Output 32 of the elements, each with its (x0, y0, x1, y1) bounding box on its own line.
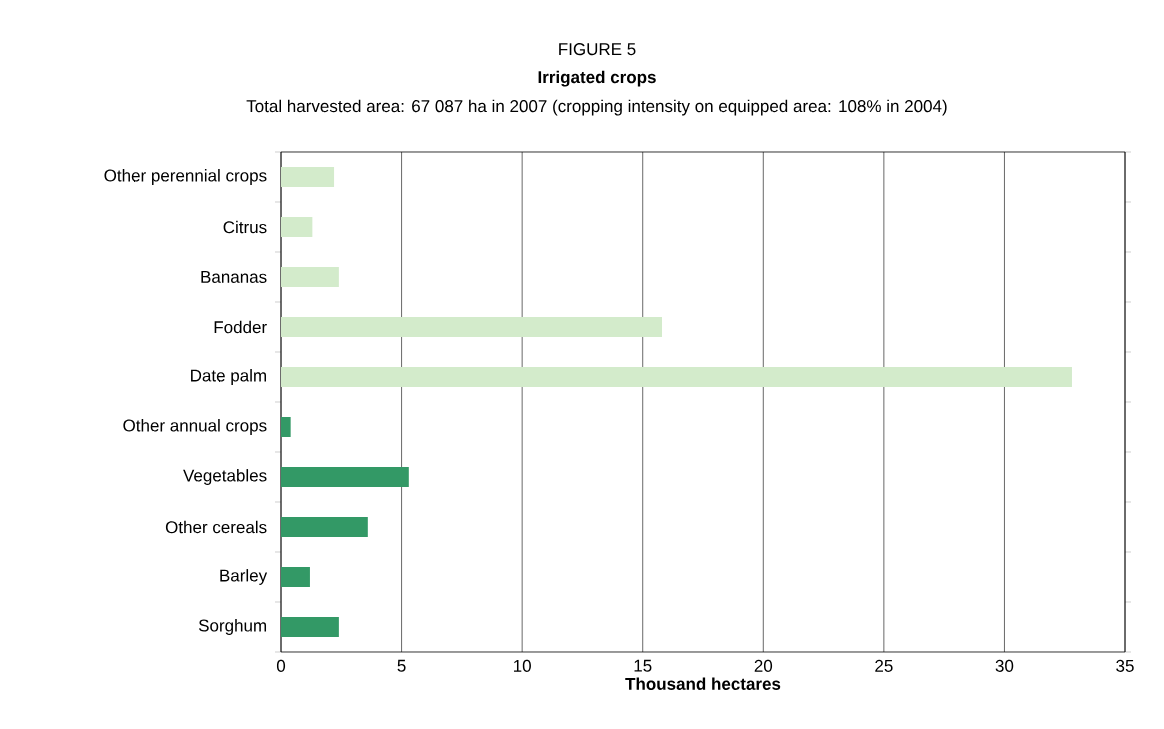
y-tick-label: Barley (220, 569, 268, 585)
bar (281, 366, 1072, 387)
bar (281, 416, 291, 437)
x-tick-label: 10 (513, 659, 531, 672)
bar (281, 166, 335, 187)
x-tick-label: 20 (754, 659, 773, 672)
y-tick-label: Other perennial crops (104, 169, 267, 185)
bar (281, 466, 409, 487)
y-tick-label: Other annual crops (123, 419, 267, 435)
text: Total harvested area: 67 087 ha in 2007 (cropping intensity on equipped area: 108% in 2004) (246, 99, 947, 116)
bar (281, 266, 339, 287)
x-tick-label: 30 (995, 659, 1014, 672)
x-tick-label: 0 (276, 659, 286, 672)
chart-subtitle: Irrigated crops (538, 70, 656, 87)
x-tick-label: 15 (634, 659, 652, 672)
chart-title: FIGURE 5 (559, 43, 636, 56)
y-tick-label: Citrus (223, 220, 267, 234)
x-tick-label: 25 (875, 659, 893, 672)
y-tick-label: Bananas (201, 271, 267, 283)
bar (281, 316, 663, 337)
x-tick-label: 35 (1116, 659, 1134, 672)
x-tick-label: 5 (397, 659, 406, 672)
y-tick-label: Other cereals (165, 520, 267, 534)
x-axis-title: Thousand hectares (625, 677, 781, 690)
y-tick-label: Fodder (214, 320, 267, 334)
bar (281, 566, 310, 587)
y-tick-label: Sorghum (198, 619, 267, 635)
y-tick-label: Vegetables (183, 469, 267, 485)
y-tick-label: Date palm (191, 369, 266, 385)
bar (281, 216, 313, 237)
bar (281, 516, 368, 537)
bar (281, 616, 339, 637)
